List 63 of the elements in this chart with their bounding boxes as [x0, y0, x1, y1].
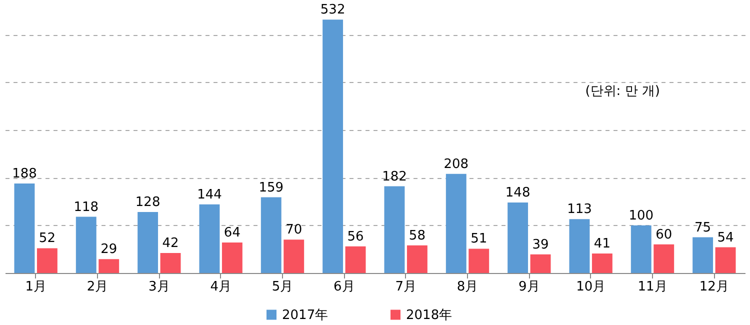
bar [36, 248, 58, 273]
bar [322, 20, 344, 273]
bar [345, 246, 366, 273]
bar [630, 225, 652, 273]
bar [592, 253, 612, 273]
data-label: 113 [567, 202, 592, 218]
x-tick-label: 10月 [576, 280, 606, 294]
bar [406, 245, 428, 273]
data-label: 182 [382, 169, 407, 184]
bar [508, 202, 528, 273]
bar [14, 183, 35, 273]
data-label: 64 [224, 226, 240, 241]
bar [569, 219, 590, 273]
data-label: 54 [717, 230, 734, 246]
data-label: 29 [100, 242, 118, 258]
x-tick-label: 4月 [210, 280, 232, 294]
x-tick-label: 8月 [456, 280, 478, 294]
data-label: 188 [12, 166, 37, 182]
data-label: 58 [408, 228, 426, 244]
data-label: 39 [532, 237, 549, 252]
data-label: 70 [286, 222, 302, 238]
x-tick-label: 2月 [86, 280, 108, 294]
bar [384, 186, 405, 273]
data-label: 128 [135, 195, 160, 210]
data-label: 159 [258, 180, 284, 196]
x-tick-label: 6月 [334, 280, 355, 294]
data-label: 56 [347, 229, 364, 244]
data-label: 118 [74, 200, 99, 215]
bar [199, 204, 220, 273]
bar [530, 254, 551, 273]
x-tick-label: 9月 [518, 280, 540, 294]
data-label: 52 [38, 231, 56, 246]
x-tick-label: 5月 [272, 280, 294, 294]
bar [260, 197, 282, 273]
bar [654, 244, 674, 273]
x-tick-label: 1月 [25, 280, 46, 294]
x-tick-label: 7月 [395, 280, 416, 294]
x-tick-label: 12月 [699, 280, 729, 294]
data-label: 51 [470, 232, 488, 247]
x-tick-label: 3月 [148, 280, 170, 294]
bar [284, 240, 304, 273]
data-label: 42 [162, 236, 179, 251]
data-label: 148 [505, 186, 530, 200]
legend-label: 2018年 [406, 308, 452, 323]
data-label: 208 [444, 156, 469, 172]
data-label: 100 [628, 208, 654, 224]
data-label: 41 [594, 236, 610, 252]
bar [222, 242, 242, 273]
legend-label: 2017年 [282, 308, 328, 323]
bar [715, 247, 736, 273]
bar [76, 216, 96, 273]
bar [160, 252, 181, 273]
annotation: (단위: 만 개) [585, 84, 660, 99]
bar [468, 248, 490, 273]
data-label: 144 [197, 187, 222, 202]
data-label: 60 [656, 227, 672, 242]
bar [692, 237, 714, 273]
data-label: 532 [320, 2, 346, 18]
data-label: 75 [694, 220, 712, 236]
bar [98, 259, 120, 273]
x-tick-label: 11月 [638, 280, 668, 294]
bar [138, 212, 158, 273]
bar [446, 174, 466, 273]
